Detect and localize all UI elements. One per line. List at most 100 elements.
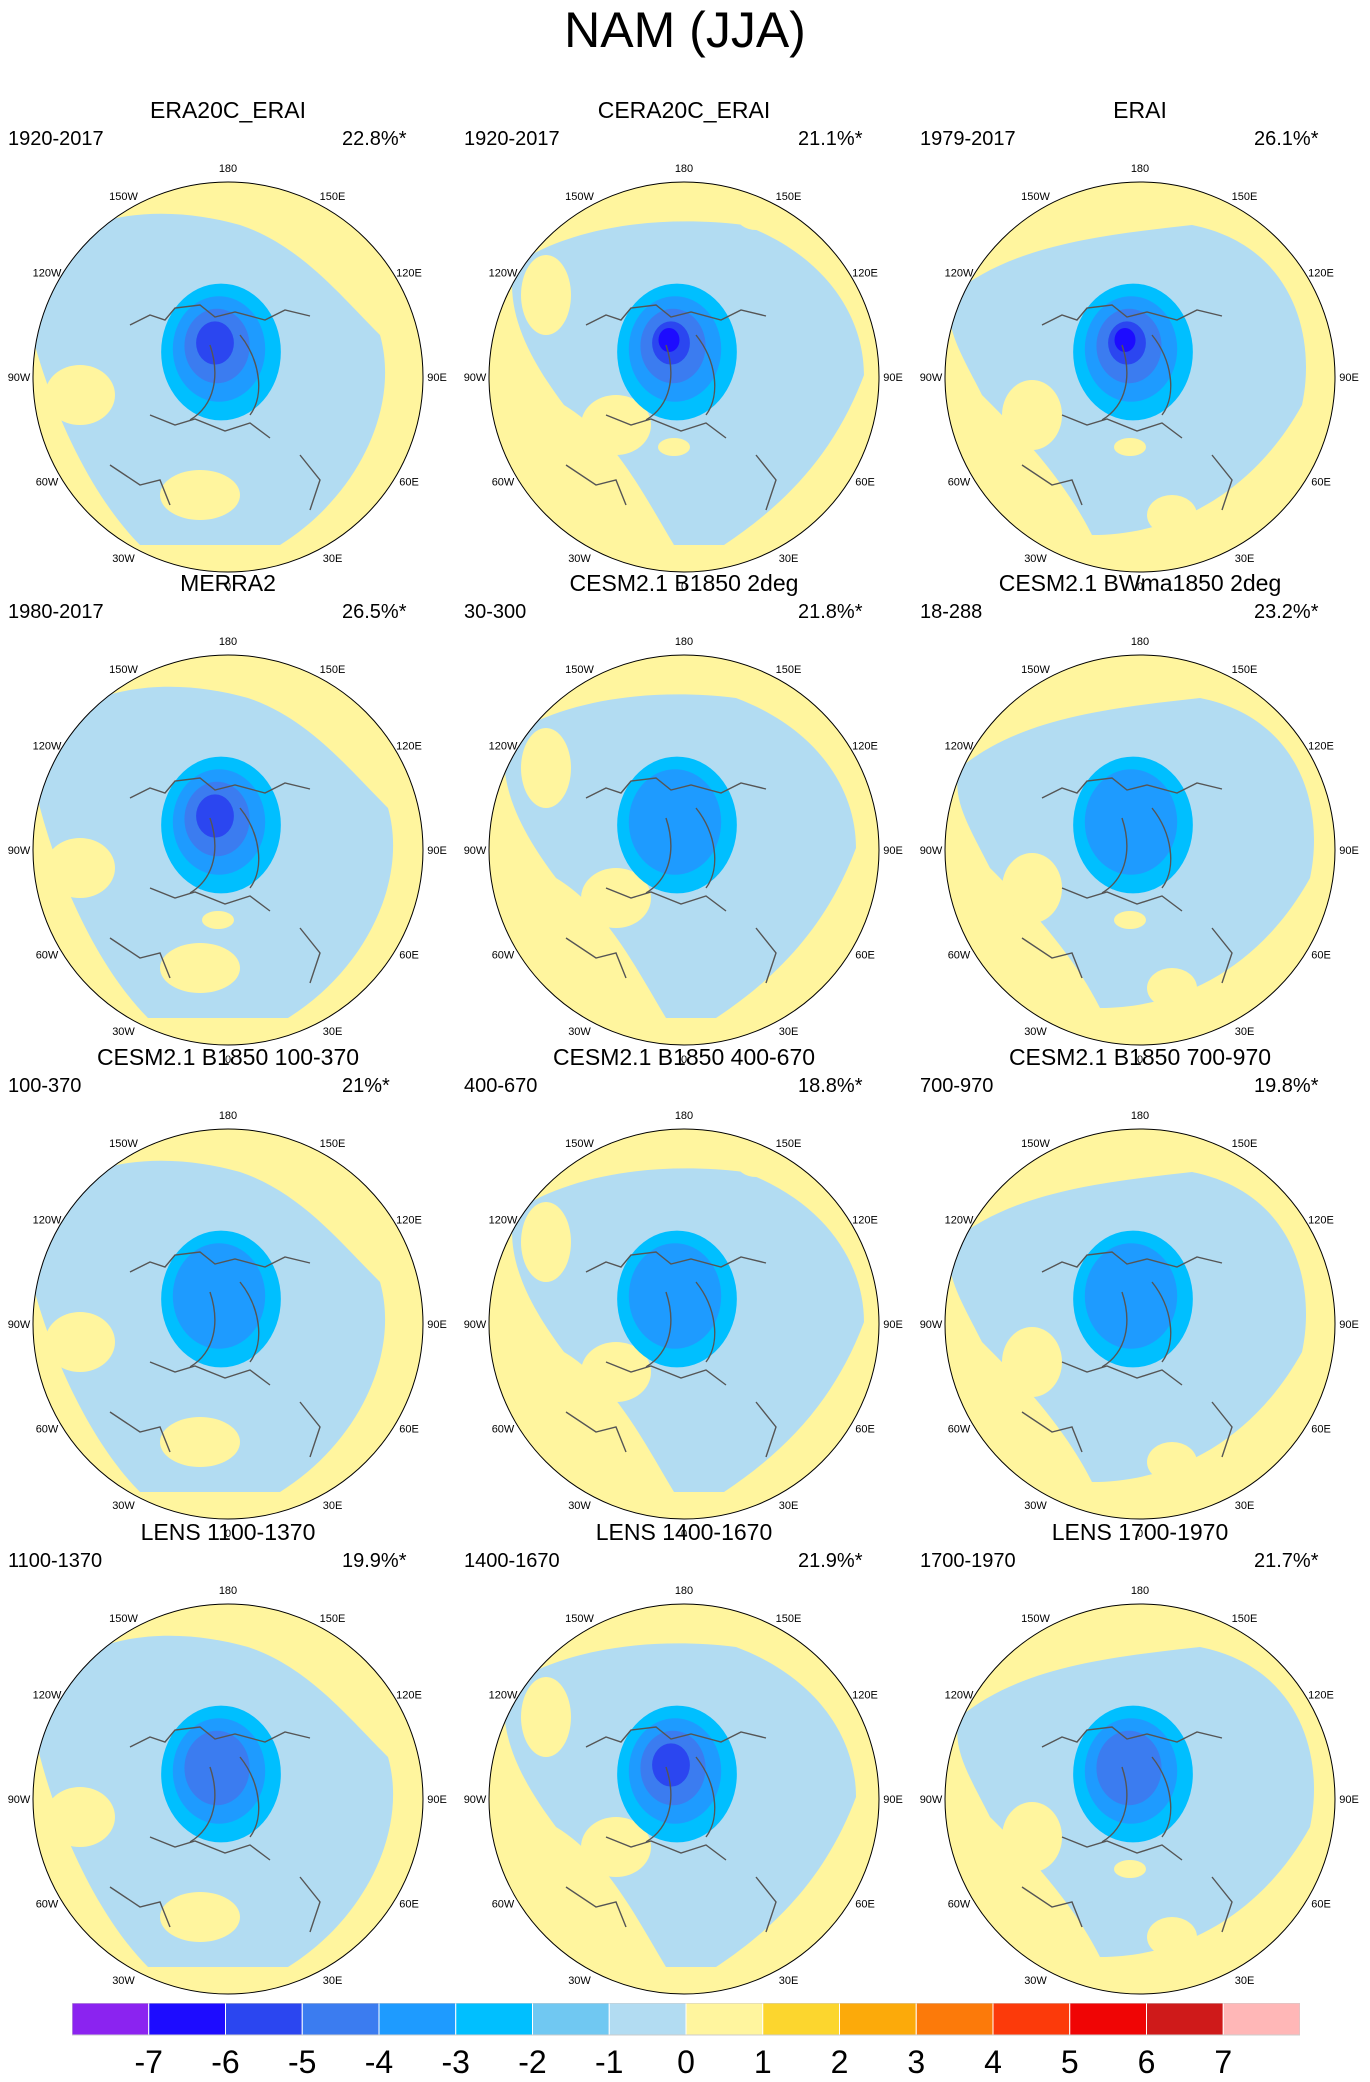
longitude-label: 150W: [1021, 664, 1050, 676]
longitude-label: 120E: [852, 741, 878, 753]
panel-period: 1100-1370: [8, 1550, 103, 1572]
longitude-label: 150W: [565, 664, 594, 676]
longitude-label: 120E: [852, 1215, 878, 1227]
contour-fill-0-1: [45, 365, 115, 425]
longitude-label: 60E: [1311, 477, 1331, 489]
colorbar-box: [915, 2003, 994, 2036]
colorbar-box: [839, 2003, 917, 2036]
longitude-label: 60E: [855, 1899, 875, 1911]
colorbar: -7 -6 -5 -4 -3 -2 -1 0 1 2 3 4 5 6 7: [72, 2003, 1300, 2078]
longitude-label: 150E: [1232, 1613, 1258, 1625]
map-boundary: [488, 1603, 880, 1995]
longitude-label: 0: [225, 1528, 231, 1540]
longitude-label: 30W: [568, 553, 591, 565]
panel-period: 700-970: [920, 1075, 994, 1097]
longitude-label: 90E: [1339, 845, 1359, 857]
panel-variance-explained: 22.8%*: [342, 128, 407, 150]
longitude-label: 90W: [920, 845, 943, 857]
longitude-label: 150W: [1021, 1138, 1050, 1150]
longitude-label: 0: [1137, 581, 1143, 593]
contour-fill-0-1: [982, 1637, 1042, 1677]
contour-fill-pos2: [202, 911, 234, 929]
panel-variance-explained: 21%*: [342, 1075, 390, 1097]
longitude-label: 30E: [1235, 553, 1255, 565]
longitude-label: 120W: [33, 741, 62, 753]
colorbar-box: [608, 2003, 687, 2036]
longitude-label: 180: [675, 1110, 693, 1122]
contour-fill-0-1: [45, 1312, 115, 1372]
coastline: [109, 777, 321, 984]
panel-variance-explained: 19.9%*: [342, 1550, 407, 1572]
contour-fill-0-1: [982, 215, 1042, 255]
longitude-label: 90E: [427, 1319, 447, 1331]
coastline: [565, 1726, 777, 1933]
colorbar-box: [685, 2003, 764, 2036]
longitude-label: 120W: [945, 1215, 974, 1227]
contour-fill-0-1: [160, 1892, 240, 1942]
panel-variance-explained: 21.8%*: [798, 601, 863, 623]
panel-period: 400-670: [464, 1075, 538, 1097]
coastline: [1021, 777, 1233, 984]
colorbar-tick-label: 1: [754, 2044, 772, 2078]
longitude-label: 150E: [1232, 664, 1258, 676]
longitude-label: 90W: [8, 845, 31, 857]
contour-fill-pos2: [1114, 1860, 1146, 1878]
panel-title: CESM2.1 BWma1850 2deg: [998, 570, 1282, 596]
longitude-label: 180: [675, 636, 693, 648]
contour-fill-0-1: [521, 728, 571, 808]
contour-fill-0-1: [581, 1342, 651, 1402]
panel-title: CERA20C_ERAI: [597, 97, 771, 123]
map-panel: CESM2.1 BWma1850 2deg 18-288 23.2%* 180 150W…: [912, 568, 1368, 1066]
longitude-label: 90W: [464, 372, 487, 384]
longitude-label: 90E: [427, 845, 447, 857]
colorbar-box: [72, 2003, 150, 2036]
longitude-label: 120W: [489, 268, 518, 280]
longitude-label: 180: [1131, 636, 1149, 648]
longitude-label: 90E: [1339, 372, 1359, 384]
longitude-label: 0: [1137, 1054, 1143, 1066]
longitude-label: 30E: [779, 1500, 799, 1512]
colorbar-tick-label: -5: [288, 2044, 316, 2078]
longitude-label: 60W: [948, 1899, 971, 1911]
coastline: [565, 304, 777, 511]
panel-title: CESM2.1 B1850 700-970: [1008, 1044, 1272, 1070]
contour-fill-neg4: [1096, 1730, 1162, 1806]
panel-period: 1920-2017: [8, 128, 104, 150]
contour-fill-0-1: [581, 395, 651, 455]
longitude-label: 60W: [492, 1424, 515, 1436]
longitude-label: 30E: [323, 1026, 343, 1038]
contour-fill-neg3: [628, 769, 722, 875]
longitude-label: 150E: [776, 1138, 802, 1150]
contour-fill-0-1: [160, 943, 240, 993]
colorbar-tick-label: -6: [211, 2044, 239, 2078]
colorbar-tick-label: -7: [135, 2044, 163, 2078]
colorbar-box: [301, 2003, 380, 2036]
longitude-label: 60E: [855, 1424, 875, 1436]
panel-title: LENS 1700-1970: [1051, 1519, 1229, 1545]
map-panel: CERA20C_ERAI 1920-2017 21.1%* 180 150W 120W 90…: [456, 95, 912, 593]
longitude-label: 90E: [427, 1794, 447, 1806]
coastline: [565, 1251, 777, 1458]
map-boundary: [944, 181, 1336, 573]
map-panel: CESM2.1 B1850 400-670 400-670 18.8%* 180 150…: [456, 1042, 912, 1540]
map-panel: CESM2.1 B1850 2deg 30-300 21.8%* 180 150W 120…: [456, 568, 912, 1066]
map-panel: ERAI 1979-2017 26.1%* 180 150W 120W 90W 60W 30W 0…: [912, 95, 1368, 593]
contour-fill-pos2: [1114, 911, 1146, 929]
panel-title: LENS 1400-1670: [595, 1519, 773, 1545]
longitude-label: 60W: [36, 950, 59, 962]
map-panel: LENS 1100-1370 1100-1370 19.9%* 180 150W 120W…: [0, 1517, 456, 2015]
colorbar-tick-label: -3: [442, 2044, 470, 2078]
colorbar-box: [148, 2003, 226, 2036]
panel-period: 1980-2017: [8, 601, 104, 623]
longitude-label: 60E: [1311, 1899, 1331, 1911]
colorbar-tick-label: 3: [907, 2044, 925, 2078]
longitude-label: 30E: [1235, 1500, 1255, 1512]
longitude-label: 120W: [945, 741, 974, 753]
contour-fill-0-1: [581, 868, 651, 928]
contour-fill-0-1: [736, 200, 776, 230]
longitude-label: 120E: [852, 1690, 878, 1702]
longitude-label: 90W: [920, 1794, 943, 1806]
longitude-label: 180: [219, 163, 237, 175]
longitude-label: 90W: [464, 845, 487, 857]
